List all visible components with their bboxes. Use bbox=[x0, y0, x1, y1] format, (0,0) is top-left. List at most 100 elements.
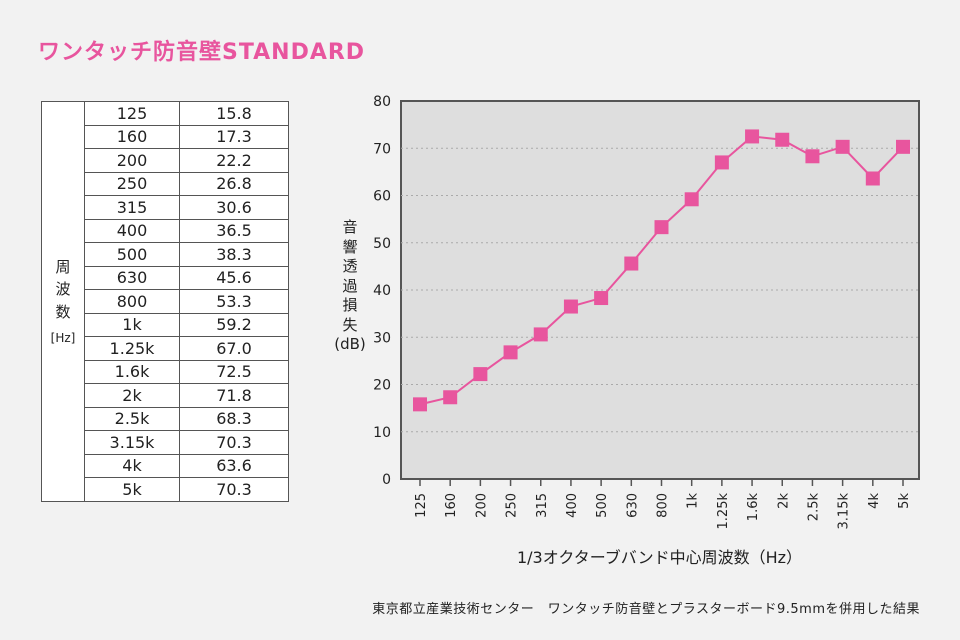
value-cell: 59.2 bbox=[179, 312, 289, 337]
x-tick-label: 200 bbox=[474, 493, 489, 518]
y-tick-label: 10 bbox=[373, 425, 391, 441]
data-point-marker bbox=[835, 139, 850, 154]
frequency-cell: 1.25k bbox=[84, 336, 180, 361]
value-cell: 38.3 bbox=[179, 242, 289, 267]
value-cell: 72.5 bbox=[179, 359, 289, 384]
data-point-marker bbox=[654, 220, 669, 235]
header-char: 数 bbox=[55, 302, 71, 321]
y-axis-label: 音響透過損失 (dB) bbox=[330, 218, 370, 355]
value-cell: 17.3 bbox=[179, 124, 289, 149]
frequency-cell: 3.15k bbox=[84, 430, 180, 455]
frequency-cell: 315 bbox=[84, 195, 180, 220]
frequency-cell: 1.6k bbox=[84, 359, 180, 384]
frequency-cell: 800 bbox=[84, 289, 180, 314]
data-point-marker bbox=[805, 149, 820, 164]
table-row: 4k 63.6 bbox=[42, 453, 289, 478]
x-tick-label: 500 bbox=[595, 493, 610, 518]
y-tick-label: 50 bbox=[373, 236, 391, 252]
frequency-cell: 250 bbox=[84, 171, 180, 196]
data-point-marker bbox=[865, 171, 880, 186]
data-point-marker bbox=[775, 132, 790, 147]
frequency-cell: 5k bbox=[84, 477, 180, 502]
y-tick-label: 80 bbox=[373, 94, 391, 110]
data-point-marker bbox=[745, 129, 760, 144]
table-row: 200 22.2 bbox=[42, 148, 289, 173]
value-cell: 53.3 bbox=[179, 289, 289, 314]
table-row: 2k 71.8 bbox=[42, 383, 289, 408]
table-row: 250 26.8 bbox=[42, 171, 289, 196]
y-axis-label-char: 音 bbox=[342, 218, 358, 236]
x-tick-label: 125 bbox=[414, 493, 429, 518]
value-cell: 68.3 bbox=[179, 406, 289, 431]
table-row: 160 17.3 bbox=[42, 124, 289, 149]
data-point-marker bbox=[684, 192, 699, 207]
footnote: 東京都立産業技術センター ワンタッチ防音壁とプラスターボード9.5mmを併用した… bbox=[372, 602, 920, 617]
series-markers bbox=[413, 129, 910, 412]
x-tick-label: 250 bbox=[505, 493, 520, 518]
y-axis-unit: (dB) bbox=[334, 335, 366, 353]
x-tick-label: 160 bbox=[444, 493, 459, 518]
value-cell: 70.3 bbox=[179, 477, 289, 502]
data-point-marker bbox=[503, 345, 518, 360]
x-tick-label: 3.15k bbox=[837, 493, 852, 530]
value-cell: 15.8 bbox=[179, 101, 289, 126]
y-tick-label: 70 bbox=[373, 141, 391, 157]
table-row: 800 53.3 bbox=[42, 289, 289, 314]
data-point-marker bbox=[443, 390, 458, 405]
table-row: 500 38.3 bbox=[42, 242, 289, 267]
page-title: ワンタッチ防音壁STANDARD bbox=[38, 40, 366, 65]
x-tick-label: 2k bbox=[776, 493, 791, 509]
frequency-cell: 2.5k bbox=[84, 406, 180, 431]
y-tick-label: 30 bbox=[373, 330, 391, 346]
data-point-marker bbox=[473, 367, 488, 382]
y-axis-ticks: 0 10 20 30 40 50 60 70 80 bbox=[373, 94, 391, 488]
y-tick-label: 40 bbox=[373, 283, 391, 299]
y-tick-label: 20 bbox=[373, 378, 391, 394]
y-tick-label: 0 bbox=[382, 472, 391, 488]
x-tick-label: 400 bbox=[565, 493, 580, 518]
value-cell: 45.6 bbox=[179, 265, 289, 290]
data-point-marker bbox=[533, 327, 548, 342]
table-row: 3.15k 70.3 bbox=[42, 430, 289, 455]
value-cell: 30.6 bbox=[179, 195, 289, 220]
x-tick-label: 315 bbox=[535, 493, 550, 518]
table-row: 1.6k 72.5 bbox=[42, 359, 289, 384]
y-axis-label-char: 響 bbox=[342, 237, 358, 256]
header-unit: [Hz] bbox=[50, 331, 76, 345]
value-cell: 63.6 bbox=[179, 453, 289, 478]
table-row: 1.25k 67.0 bbox=[42, 336, 289, 361]
x-tick-label: 1.25k bbox=[716, 493, 731, 530]
frequency-cell: 500 bbox=[84, 242, 180, 267]
frequency-cell: 160 bbox=[84, 124, 180, 149]
data-point-marker bbox=[594, 291, 609, 306]
x-tick-label: 1.6k bbox=[746, 493, 761, 522]
table-row: 315 30.6 bbox=[42, 195, 289, 220]
table-row: 5k 70.3 bbox=[42, 477, 289, 502]
x-tick-label: 2.5k bbox=[806, 493, 821, 522]
y-tick-label: 60 bbox=[373, 189, 391, 205]
data-point-marker bbox=[714, 155, 729, 170]
header-char: 周 bbox=[55, 257, 71, 276]
y-axis-label-char: 透 bbox=[342, 257, 358, 275]
frequency-cell: 1k bbox=[84, 312, 180, 337]
data-point-marker bbox=[896, 139, 910, 154]
x-tick-label: 800 bbox=[656, 493, 671, 518]
table-row: 1k 59.2 bbox=[42, 312, 289, 337]
x-tick-label: 4k bbox=[867, 493, 882, 509]
y-axis-label-char: 失 bbox=[342, 315, 358, 334]
table-row: 周波数 [Hz] 125 15.8 bbox=[41, 101, 289, 502]
value-cell: 71.8 bbox=[179, 383, 289, 408]
frequency-cell: 630 bbox=[84, 265, 180, 290]
header-char: 波 bbox=[55, 280, 71, 298]
frequency-table: 周波数 [Hz] 125 15.8 160 17.3 200 22.2 250 26.8 315 30… bbox=[41, 101, 289, 502]
x-tick-label: 1k bbox=[686, 493, 701, 509]
data-point-marker bbox=[624, 256, 639, 271]
data-point-marker bbox=[413, 397, 427, 412]
x-tick-label: 5k bbox=[897, 493, 912, 509]
value-cell: 70.3 bbox=[179, 430, 289, 455]
table-row: 2.5k 68.3 bbox=[42, 406, 289, 431]
frequency-header: 周波数 [Hz] bbox=[41, 101, 85, 502]
x-tick-label: 630 bbox=[625, 493, 640, 518]
grid-lines bbox=[401, 147, 919, 433]
